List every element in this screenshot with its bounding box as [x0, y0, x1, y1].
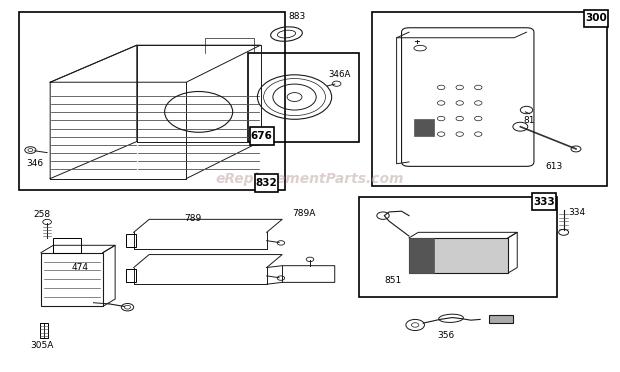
Text: 789: 789: [184, 214, 201, 223]
Text: eReplacementParts.com: eReplacementParts.com: [216, 171, 404, 186]
Text: 832: 832: [256, 178, 278, 188]
Bar: [40, 323, 48, 338]
Bar: [414, 119, 434, 136]
Bar: [255, 174, 278, 192]
Text: 346: 346: [27, 159, 44, 168]
Bar: [19, 12, 285, 190]
Bar: [409, 238, 508, 273]
Text: 334: 334: [569, 208, 586, 217]
Bar: [126, 234, 136, 247]
Bar: [53, 238, 81, 253]
Bar: [584, 10, 608, 28]
Text: 356: 356: [438, 331, 454, 340]
Text: 258: 258: [33, 210, 51, 219]
Bar: [41, 253, 103, 307]
Bar: [489, 315, 513, 323]
Bar: [248, 52, 360, 141]
Text: 613: 613: [545, 162, 562, 171]
Text: 81: 81: [523, 116, 535, 125]
Bar: [409, 238, 434, 273]
Text: 789A: 789A: [292, 208, 316, 218]
Bar: [372, 12, 607, 186]
Bar: [532, 193, 556, 211]
Text: 474: 474: [72, 263, 89, 272]
Text: 851: 851: [384, 276, 402, 285]
Text: 333: 333: [533, 196, 555, 206]
Bar: [360, 197, 557, 297]
Text: 305A: 305A: [30, 341, 54, 350]
Bar: [126, 269, 136, 282]
Text: 300: 300: [585, 13, 607, 23]
Bar: [250, 127, 273, 145]
Text: 346A: 346A: [329, 70, 351, 78]
Text: 883: 883: [288, 12, 306, 21]
Text: 676: 676: [251, 131, 273, 141]
